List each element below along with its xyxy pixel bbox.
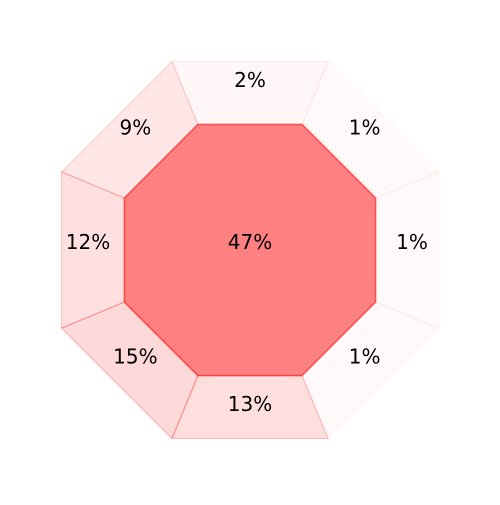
segment-label-top-left: 9% bbox=[120, 115, 152, 139]
segments-layer bbox=[60, 60, 440, 440]
segment-label-bottom-left: 15% bbox=[113, 345, 157, 369]
segment-label-top-right: 1% bbox=[349, 115, 381, 139]
labels-layer: 47% 2% 1% 1% 1% 13% 15% 12% 9% bbox=[66, 68, 428, 416]
segment-label-right: 1% bbox=[396, 230, 428, 254]
center-octagon bbox=[123, 123, 377, 377]
segment-label-bottom-right: 1% bbox=[349, 345, 381, 369]
segment-label-left: 12% bbox=[66, 230, 110, 254]
center-label: 47% bbox=[228, 230, 272, 254]
segment-label-bottom: 13% bbox=[228, 392, 272, 416]
segment-label-top: 2% bbox=[234, 68, 266, 92]
